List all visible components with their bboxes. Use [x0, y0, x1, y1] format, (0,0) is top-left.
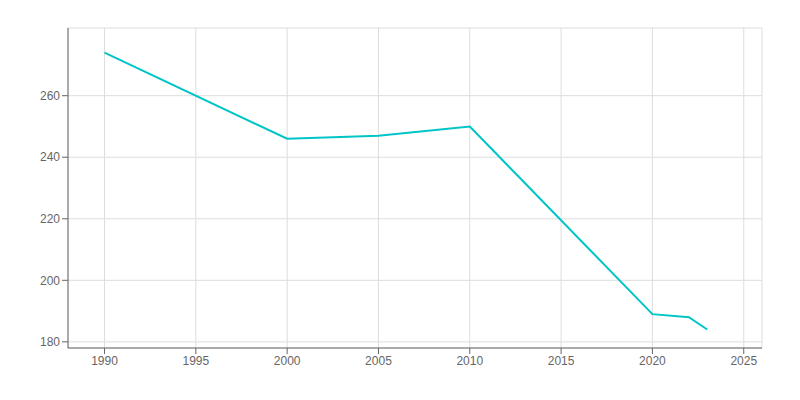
svg-text:2005: 2005: [365, 354, 392, 368]
svg-text:1995: 1995: [182, 354, 209, 368]
svg-text:2000: 2000: [274, 354, 301, 368]
svg-text:2020: 2020: [639, 354, 666, 368]
svg-text:2025: 2025: [730, 354, 757, 368]
svg-text:240: 240: [40, 150, 60, 164]
svg-text:180: 180: [40, 335, 60, 349]
svg-text:260: 260: [40, 89, 60, 103]
svg-text:2015: 2015: [548, 354, 575, 368]
svg-text:2010: 2010: [456, 354, 483, 368]
svg-text:220: 220: [40, 212, 60, 226]
svg-text:1990: 1990: [91, 354, 118, 368]
svg-text:200: 200: [40, 274, 60, 288]
